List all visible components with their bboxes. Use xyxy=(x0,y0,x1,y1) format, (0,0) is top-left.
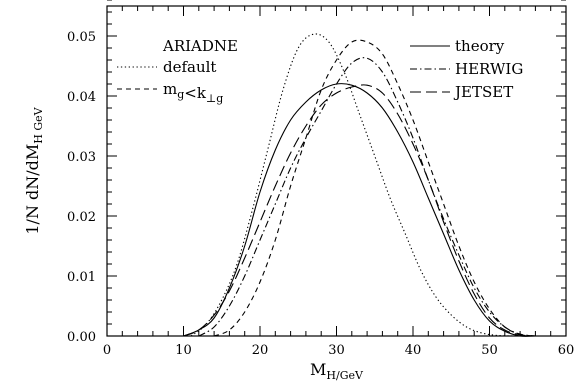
x-tick-label: 30 xyxy=(328,343,345,358)
legend-label-jetset: JETSET xyxy=(453,83,513,101)
x-axis-title: MH/GeV xyxy=(310,360,364,382)
y-tick-label: 0.03 xyxy=(67,150,96,165)
axis-titles: MH/GeV 1/N dN/dMH GeV xyxy=(23,106,364,382)
axis-ticks xyxy=(106,0,567,337)
axis-tick-labels: 0 10 20 30 40 50 60 0.00 0.01 0.02 0.03 0.04 0.05 xyxy=(67,30,574,358)
series-lines xyxy=(183,33,536,337)
x-tick-label: 0 xyxy=(103,343,111,358)
legend-heading: ARIADNE xyxy=(162,37,238,55)
legend-label-herwig: HERWIG xyxy=(455,60,523,78)
series-line-mg_kperp xyxy=(213,39,536,337)
y-axis-title: 1/N dN/dMH GeV xyxy=(23,106,45,234)
y-tick-label: 0.00 xyxy=(67,330,96,345)
legend: ARIADNE default mg<k⊥g theory HERWIG JETSET xyxy=(117,37,523,105)
series-line-jetset xyxy=(183,84,536,337)
series-line-theory xyxy=(183,83,536,337)
x-tick-label: 20 xyxy=(252,343,269,358)
legend-label-mg_kperp: mg<k⊥g xyxy=(163,80,223,105)
y-tick-label: 0.01 xyxy=(67,270,96,285)
x-tick-label: 60 xyxy=(558,343,574,358)
x-tick-label: 50 xyxy=(481,343,498,358)
series-line-herwig xyxy=(198,57,536,337)
legend-label-theory: theory xyxy=(455,37,505,55)
series-line-default xyxy=(190,33,513,337)
legend-label-default: default xyxy=(163,58,216,76)
y-tick-label: 0.04 xyxy=(67,90,96,105)
y-tick-label: 0.05 xyxy=(67,30,96,45)
y-tick-label: 0.02 xyxy=(67,210,96,225)
x-tick-label: 10 xyxy=(175,343,192,358)
x-tick-label: 40 xyxy=(405,343,422,358)
